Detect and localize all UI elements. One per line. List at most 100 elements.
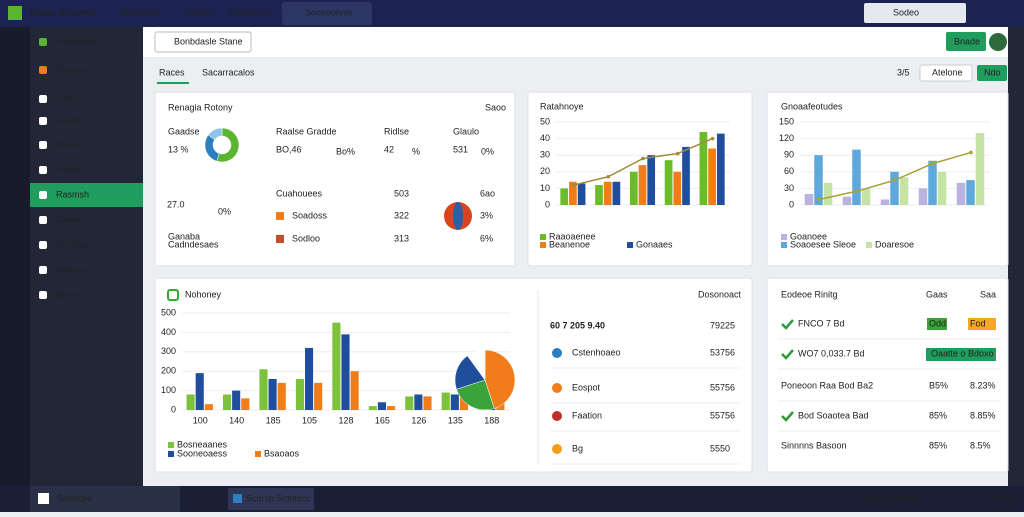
account[interactable]: Sodeo (893, 7, 919, 17)
point (641, 156, 645, 161)
tray: Saeal Scoeres (862, 493, 921, 503)
list-label: Eospot (572, 382, 601, 392)
menu-icon (39, 266, 47, 274)
row-label: FNCO 7 Bd (798, 318, 845, 328)
row-a: B5% (929, 380, 948, 390)
bar (699, 131, 708, 205)
check-icon (781, 411, 794, 422)
check-icon (781, 319, 794, 330)
bar (629, 171, 638, 205)
bar (975, 133, 985, 205)
card-title: Nohoney (185, 289, 222, 299)
window-item (228, 488, 314, 510)
bar (956, 182, 966, 205)
card (766, 277, 1009, 473)
menu-icon (39, 38, 47, 46)
bar (842, 196, 852, 205)
menu-icon (39, 291, 47, 299)
badge (968, 318, 996, 330)
legend-swatch (627, 242, 633, 248)
menu-item[interactable]: Consoio (56, 64, 89, 74)
row-label: Poneoon Raa Bod Ba2 (781, 380, 873, 390)
card-action[interactable]: Saoo (485, 102, 506, 112)
search[interactable]: Bonbdasle Stane (174, 36, 243, 46)
menu-item[interactable]: Rasmsh (56, 189, 89, 199)
tab-underline (157, 82, 189, 84)
top-tab-label[interactable]: Soneoohnls (305, 7, 353, 17)
tab[interactable]: Sacarracalos (202, 67, 255, 77)
menu-item[interactable]: Neuaolidd (56, 36, 97, 46)
menu-item[interactable]: Eaints (56, 115, 82, 125)
bar (295, 378, 304, 410)
menu-icon (39, 241, 47, 249)
legend-label: Bosneaanes (177, 439, 228, 449)
kpi-value: 42 (384, 144, 394, 154)
y-tick-label: 60 (784, 166, 794, 176)
bar (880, 199, 890, 205)
menu-icon (39, 191, 47, 199)
outline-button-label[interactable]: Atelone (932, 67, 963, 77)
bar (577, 183, 586, 205)
bar (441, 392, 450, 410)
top-menu[interactable]: Sendo (185, 7, 211, 17)
pie-slice (484, 349, 516, 409)
bar (673, 171, 682, 205)
bar (814, 155, 823, 205)
avatar (989, 33, 1007, 51)
bar (664, 160, 673, 205)
breakdown-change: 6% (480, 233, 493, 243)
menu-item[interactable]: Sonosia (56, 239, 89, 249)
top-menu[interactable]: Namse Iw (230, 7, 271, 17)
bar (423, 396, 432, 410)
start[interactable]: Soneceo (57, 493, 93, 503)
point (969, 150, 973, 155)
y-tick-label: 120 (779, 133, 794, 143)
legend-swatch (781, 234, 787, 240)
row-b: 8.85% (970, 410, 996, 420)
card-icon (167, 289, 179, 301)
card-title: Eodeoe Rinitg (781, 289, 838, 299)
search-box (154, 31, 252, 53)
tab[interactable]: Races (159, 67, 185, 77)
bar (595, 185, 603, 205)
y-tick-label: 300 (161, 346, 176, 356)
bar (195, 373, 204, 410)
menu-item[interactable]: Caseos (56, 214, 87, 224)
big-value: 27.0 (167, 199, 185, 209)
bar (186, 394, 195, 410)
breakdown-icon (276, 235, 284, 243)
y-tick-label: 30 (540, 150, 550, 160)
header-button (946, 32, 986, 51)
kpi-value: 13 % (168, 144, 189, 154)
pie-slice (454, 355, 486, 390)
menu-item[interactable]: Nedat (56, 164, 81, 174)
green-button-label[interactable]: Ndo (984, 67, 1001, 77)
bar (647, 155, 656, 205)
top-menu[interactable]: Bondareo (120, 7, 159, 17)
bar (852, 149, 861, 205)
legend-swatch (255, 451, 261, 457)
legend-swatch (168, 442, 174, 448)
bar (314, 382, 323, 410)
x-tick-label: 126 (411, 415, 426, 425)
menu-item[interactable]: Sunes (56, 139, 82, 149)
legend-label: Gonaaes (636, 239, 673, 249)
green-button (977, 65, 1007, 81)
menu-item[interactable]: Ranis (56, 93, 80, 103)
taskbar-item[interactable]: Tk (204, 493, 214, 503)
x-tick-label: 188 (484, 415, 499, 425)
window-label[interactable]: Scorsb Sctntecc (246, 493, 312, 503)
menu-item[interactable]: Dlatis (56, 289, 79, 299)
kpi-value: 531 (453, 144, 468, 154)
menu-item[interactable]: Satoste (56, 264, 87, 274)
bar (928, 160, 937, 205)
header (143, 27, 1008, 57)
list-icon (552, 348, 562, 358)
breakdown-icon (276, 212, 284, 220)
header-button-label[interactable]: Bnade (954, 36, 980, 46)
badge (926, 348, 996, 361)
list-value: 55756 (710, 410, 735, 420)
y-tick-label: 10 (540, 183, 550, 193)
row-b: 8.5% (970, 440, 991, 450)
card-action[interactable]: Dosonoact (698, 289, 742, 299)
